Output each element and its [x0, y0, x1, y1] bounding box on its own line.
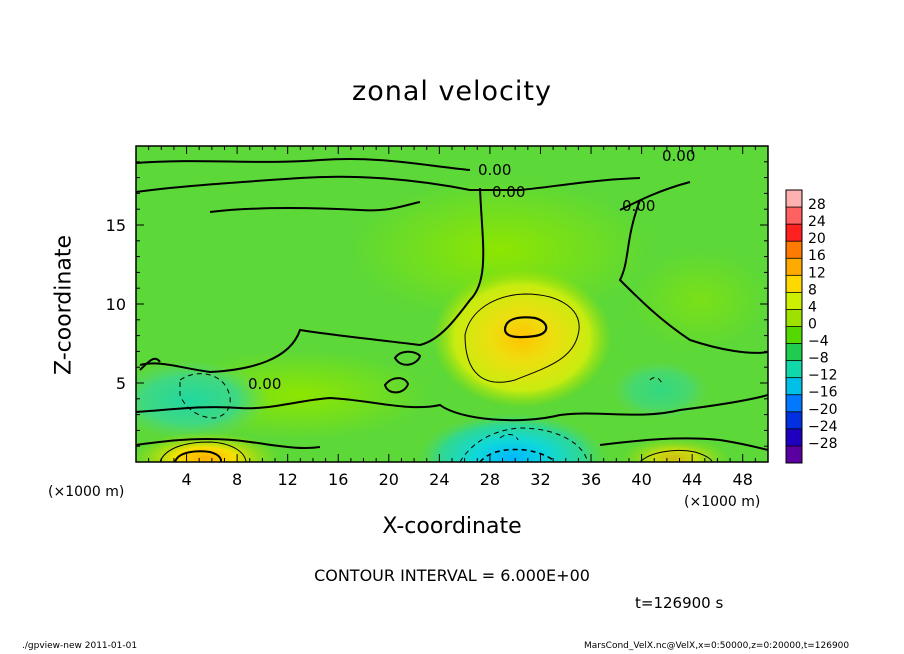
colorbar-swatch: [786, 207, 802, 225]
contour-label: 0.00: [662, 147, 695, 165]
colorbar-label: −4: [808, 334, 829, 350]
contour-label: 0.00: [622, 197, 655, 215]
x-axis-unit-left: (×1000 m): [48, 484, 125, 500]
colorbar-label: −28: [808, 436, 838, 452]
colorbar-label: 0: [808, 316, 817, 332]
colorbar-label: 16: [808, 248, 826, 264]
colorbar-swatch: [786, 275, 802, 293]
contour-labels: 0.00 0.00 0.00 0.00 0.00: [248, 147, 695, 393]
time-stamp: t=126900 s: [635, 594, 724, 612]
colorbar-swatch: [786, 241, 802, 259]
colorbar-swatch: [786, 445, 802, 464]
y-axis: [136, 161, 768, 447]
x-axis: [148, 146, 756, 462]
colorbar-label: −20: [808, 402, 838, 418]
x-tick-label: 36: [581, 470, 601, 489]
colorbar-label: 8: [808, 282, 817, 298]
y-axis-label: Z-coordinate: [51, 235, 77, 375]
x-tick-label: 40: [631, 470, 651, 489]
colorbar-swatch: [786, 360, 802, 379]
contour-label: 0.00: [248, 375, 281, 393]
colorbar-label: 20: [808, 231, 826, 247]
x-tick-label: 20: [379, 470, 399, 489]
y-tick-label: 10: [106, 295, 126, 314]
footer-source: MarsCond_VelX.nc@VelX,x=0:50000,z=0:2000…: [584, 641, 850, 651]
colorbar-swatch: [786, 411, 802, 430]
colorbar-swatch: [786, 326, 802, 345]
colorbar-swatch: [786, 394, 802, 413]
x-axis-unit-right: (×1000 m): [684, 494, 761, 510]
x-tick-label: 44: [682, 470, 702, 489]
colorbar-swatch: [786, 190, 802, 208]
colorbar: [785, 189, 803, 464]
colorbar-label: 24: [808, 214, 826, 230]
y-tick-label: 5: [116, 374, 126, 393]
x-tick-label: 4: [181, 470, 191, 489]
colorbar-label: −12: [808, 368, 838, 384]
colorbar-swatch: [786, 377, 802, 396]
colorbar-label: −16: [808, 385, 838, 401]
x-tick-label: 8: [232, 470, 242, 489]
contour-label: 0.00: [492, 183, 525, 201]
colorbar-swatch: [786, 428, 802, 447]
colorbar-swatch: [786, 224, 802, 242]
contour-interval-note: CONTOUR INTERVAL = 6.000E+00: [314, 566, 590, 585]
chart-title: zonal velocity: [352, 76, 552, 107]
y-tick-label: 15: [106, 216, 126, 235]
x-tick-label: 16: [328, 470, 348, 489]
colorbar-label: 12: [808, 265, 826, 281]
contour-field: [136, 146, 768, 462]
y-tick-labels: 5 10 15: [106, 216, 126, 393]
colorbar-swatch: [786, 292, 802, 310]
colorbar-label: 28: [808, 197, 826, 213]
x-tick-label: 48: [733, 470, 753, 489]
colorbar-swatch: [786, 343, 802, 362]
x-tick-label: 32: [530, 470, 550, 489]
colorbar-swatch: [786, 309, 802, 327]
x-tick-label: 24: [429, 470, 449, 489]
colorbar-label: 4: [808, 299, 817, 315]
contour-label: 0.00: [478, 161, 511, 179]
x-tick-label: 28: [480, 470, 500, 489]
x-tick-labels: 4 8 12 16 20 24 28 32 36 40 44 48: [181, 470, 752, 489]
x-axis-label: X-coordinate: [382, 514, 522, 539]
colorbar-label: −8: [808, 351, 829, 367]
x-tick-label: 12: [278, 470, 298, 489]
colorbar-swatch: [786, 258, 802, 276]
footer-program: ./gpview-new 2011-01-01: [22, 641, 138, 651]
colorbar-label: −24: [808, 419, 838, 435]
